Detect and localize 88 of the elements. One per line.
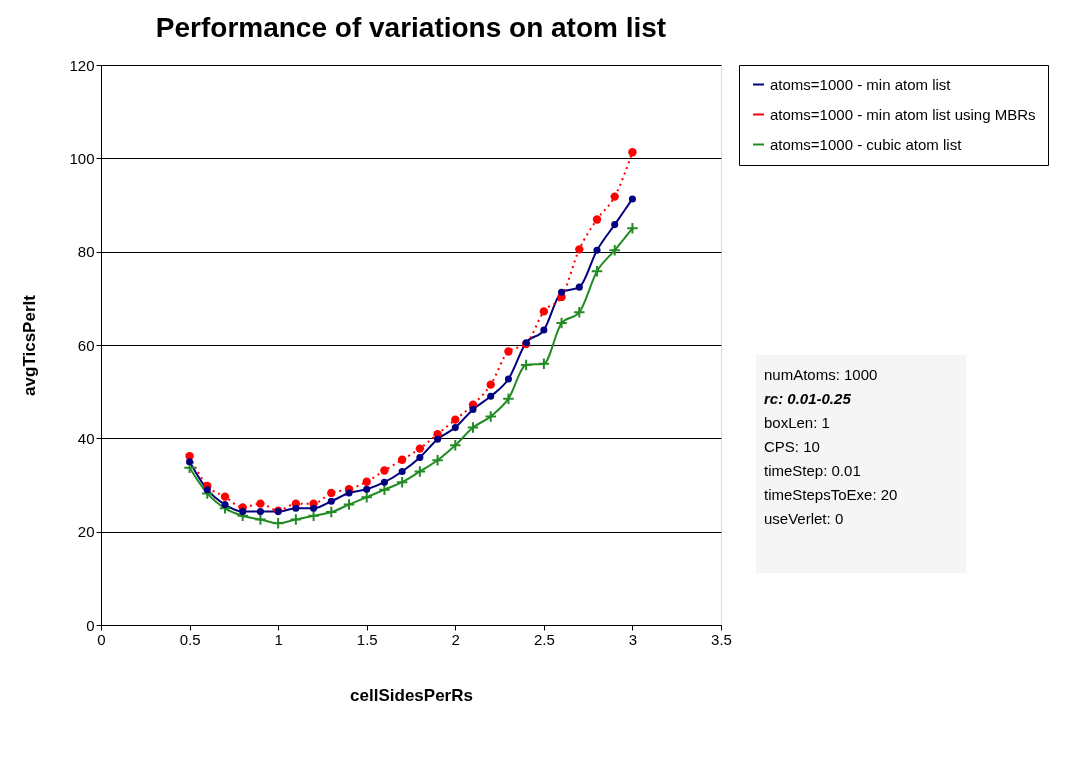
point	[540, 326, 548, 334]
point	[239, 508, 247, 516]
text: rc: 0.01-0.25	[764, 390, 852, 407]
point	[221, 501, 229, 509]
legend-label: atoms=1000 - min atom list	[770, 75, 952, 93]
x-tick-label: 0	[97, 630, 106, 648]
point	[484, 410, 497, 423]
point	[555, 316, 568, 330]
y-tick-label: 40	[77, 429, 95, 447]
point	[363, 485, 371, 493]
x-tick-label: 2.5	[533, 630, 555, 648]
point	[628, 148, 637, 157]
legend-label: atoms=1000 - cubic atom list	[770, 135, 963, 153]
point	[610, 192, 619, 201]
point	[310, 504, 318, 512]
point	[292, 504, 300, 512]
point	[415, 444, 425, 453]
point	[575, 245, 584, 254]
point	[626, 222, 639, 235]
point	[203, 486, 211, 494]
point	[220, 492, 230, 501]
text: CPS: 10	[764, 438, 820, 455]
point	[451, 415, 460, 424]
point	[289, 513, 303, 526]
point	[256, 508, 264, 516]
point	[466, 421, 480, 434]
point	[608, 244, 621, 257]
y-tick-label: 60	[77, 336, 95, 354]
point	[487, 392, 495, 400]
point	[592, 215, 602, 224]
point	[628, 195, 636, 203]
x-tick-label: 1	[274, 630, 283, 648]
point	[395, 475, 409, 489]
x-tick-label: 0.5	[179, 630, 201, 648]
point	[307, 509, 320, 523]
point	[186, 458, 194, 466]
point	[575, 283, 583, 291]
text: useVerlet: 0	[764, 510, 844, 527]
point	[502, 392, 515, 405]
point	[593, 246, 601, 254]
text: timeStep: 0.01	[764, 462, 861, 479]
point	[380, 478, 388, 486]
point	[504, 347, 513, 356]
point	[449, 439, 462, 452]
point	[327, 497, 335, 505]
y-axis-title: avgTicsPerIt	[20, 294, 40, 396]
text: numAtoms: 1000	[764, 366, 878, 383]
text: timeStepsToExe: 20	[764, 486, 898, 503]
point	[434, 435, 442, 443]
point	[590, 265, 604, 278]
point	[537, 357, 551, 370]
y-tick-label: 0	[86, 616, 95, 634]
point	[360, 490, 373, 504]
point	[397, 455, 407, 464]
y-tick-label: 100	[69, 149, 95, 167]
legend-label: atoms=1000 - min atom list using MBRs	[770, 105, 1036, 123]
x-axis-title: cellSidesPerRs	[350, 685, 473, 705]
point	[558, 288, 566, 296]
point	[254, 513, 267, 526]
point	[345, 489, 353, 497]
y-tick-label: 120	[69, 56, 95, 74]
text: boxLen: 1	[764, 414, 830, 431]
point	[469, 405, 477, 413]
point	[380, 466, 389, 475]
y-tick-label: 20	[77, 523, 95, 541]
x-tick-label: 3.5	[711, 630, 732, 648]
point	[398, 467, 406, 475]
point	[573, 306, 586, 319]
point	[451, 424, 459, 432]
point	[519, 358, 533, 372]
point	[486, 380, 495, 389]
point	[362, 477, 371, 486]
x-tick-label: 1.5	[356, 630, 378, 648]
chart-title: Performance of variations on atom list	[155, 12, 667, 43]
x-tick-label: 2	[451, 630, 460, 648]
point	[539, 307, 549, 316]
point	[413, 465, 427, 478]
point	[271, 517, 285, 530]
point	[256, 499, 265, 508]
point	[416, 453, 424, 461]
point	[431, 454, 444, 467]
point	[611, 221, 619, 229]
point	[327, 488, 336, 498]
point	[342, 498, 356, 511]
point	[504, 375, 512, 383]
point	[325, 505, 338, 519]
y-tick-label: 80	[77, 243, 95, 261]
x-tick-label: 3	[628, 630, 638, 648]
